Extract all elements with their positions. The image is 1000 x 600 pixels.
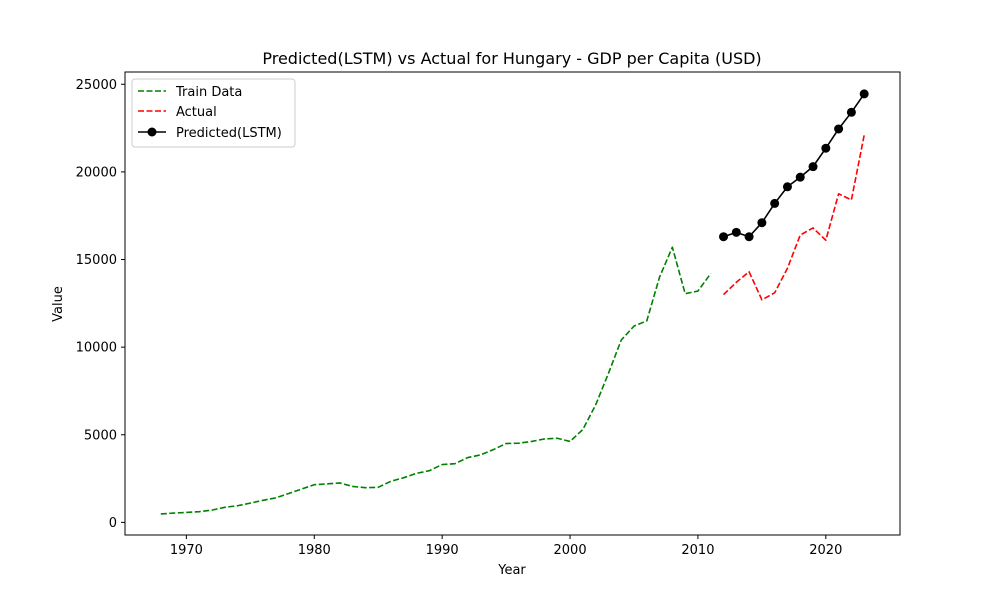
predicted-lstm-point	[859, 89, 869, 99]
predicted-lstm-point	[782, 182, 792, 192]
predicted-lstm-point	[846, 107, 856, 117]
y-tick-label: 0	[109, 516, 117, 531]
plot-area	[125, 72, 900, 535]
x-tick-label: 1990	[426, 543, 459, 558]
actual-line	[722, 134, 865, 301]
predicted-lstm-point	[770, 198, 780, 208]
x-tick-label: 2000	[554, 543, 587, 558]
y-tick-label: 10000	[76, 341, 117, 356]
predicted-lstm-point	[808, 162, 818, 172]
predicted-lstm-point	[744, 232, 754, 242]
legend-actual-label: Actual	[176, 105, 217, 120]
chart-title: Predicted(LSTM) vs Actual for Hungary - …	[262, 49, 761, 68]
legend: Train Data Actual Predicted(LSTM)	[131, 78, 296, 148]
x-axis: 1970 1980 1990 2000 2010 2020	[170, 535, 842, 558]
legend-train-label: Train Data	[175, 85, 242, 100]
predicted-lstm-point	[757, 218, 767, 228]
series-layer	[160, 89, 869, 515]
legend-predicted-label: Predicted(LSTM)	[176, 126, 282, 141]
y-tick-label: 25000	[76, 78, 117, 93]
y-tick-label: 15000	[76, 253, 117, 268]
x-tick-label: 1980	[298, 543, 331, 558]
x-tick-label: 1970	[170, 543, 203, 558]
x-tick-label: 2010	[681, 543, 714, 558]
train-data-line	[160, 246, 712, 515]
y-tick-label: 5000	[84, 428, 117, 443]
legend-predicted-marker	[147, 127, 157, 137]
y-tick-label: 20000	[76, 165, 117, 180]
plot-frame	[124, 71, 901, 536]
legend-box	[131, 78, 296, 148]
y-axis-label: Value	[51, 286, 66, 322]
predicted-lstm-point	[731, 227, 741, 237]
predicted-lstm-point	[795, 172, 805, 182]
x-axis-label: Year	[497, 563, 526, 578]
predicted-lstm-point	[719, 232, 729, 242]
predicted-lstm-point	[834, 124, 844, 134]
y-axis: 0 5000 10000 15000 20000 25000	[76, 78, 125, 531]
predicted-lstm-point	[821, 143, 831, 153]
x-tick-label: 2020	[809, 543, 842, 558]
